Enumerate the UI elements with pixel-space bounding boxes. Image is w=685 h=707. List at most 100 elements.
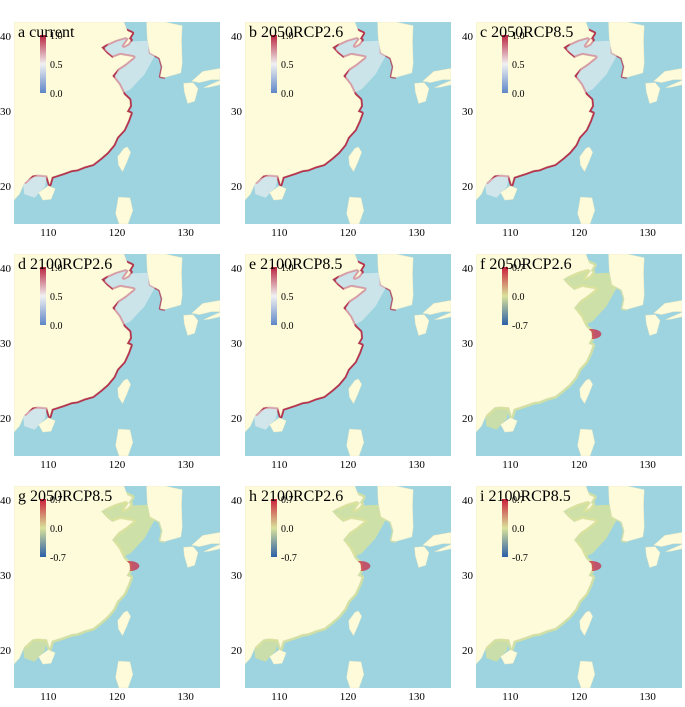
y-tick-label: 20 <box>0 412 11 425</box>
land-hainan <box>269 649 287 665</box>
y-tick-label: 40 <box>0 30 11 43</box>
colorbar-tick-label: 0.0 <box>281 89 294 100</box>
land-luzon <box>115 428 134 456</box>
y-tick-label: 30 <box>231 337 242 350</box>
colorbar <box>502 35 508 93</box>
gulf-patch <box>253 174 278 198</box>
yellow-sea-shelf <box>335 265 386 326</box>
map-svg: 0.7 0.0 -0.7 <box>476 254 682 456</box>
map-area: 1.0 0.5 0.0 <box>14 22 220 224</box>
colorbar <box>271 267 277 325</box>
yellow-sea-shelf <box>566 497 617 558</box>
colorbar-tick-label: 0.0 <box>281 524 294 535</box>
land-honshu <box>422 300 451 315</box>
panel-title: c 2050RCP8.5 <box>480 24 574 41</box>
colorbar-tick-label: 0.5 <box>512 60 525 71</box>
land-taiwan <box>579 378 593 405</box>
colorbar-tick-label: -0.7 <box>281 553 297 564</box>
panel-title: h 2100RCP2.6 <box>249 488 344 505</box>
gulf-patch <box>484 174 509 198</box>
colorbar-tick-label: 0.0 <box>512 292 525 303</box>
panel-title: i 2100RCP8.5 <box>480 488 571 505</box>
gulf-patch <box>484 638 509 662</box>
yellow-sea-shelf <box>335 33 386 94</box>
y-tick-label: 20 <box>462 644 473 657</box>
land-luzon <box>577 196 596 224</box>
land-kyushu <box>183 82 199 104</box>
map-area: 0.7 0.0 -0.7 <box>476 254 682 456</box>
map-panel-b: 1.0 0.5 0.0 b 2050RCP2.6 110 120 130 40 30 20 <box>231 22 454 243</box>
map-panel-e: 1.0 0.5 0.0 e 2100RCP8.5 110 120 130 40 30 20 <box>231 254 454 475</box>
y-tick-label: 30 <box>462 105 473 118</box>
x-tick-label: 110 <box>502 459 519 471</box>
panel-title: e 2100RCP8.5 <box>249 256 343 273</box>
x-tick-label: 110 <box>271 227 288 239</box>
land-shikoku <box>665 544 682 552</box>
x-tick-label: 130 <box>639 691 656 703</box>
y-tick-label: 30 <box>231 105 242 118</box>
colorbar-tick-label: -0.7 <box>50 553 66 564</box>
land-luzon <box>577 428 596 456</box>
land-shikoku <box>203 312 220 320</box>
y-tick-label: 30 <box>0 337 11 350</box>
yellow-sea-shelf <box>566 33 617 94</box>
gulf-patch <box>253 638 278 662</box>
map-svg: 1.0 0.5 0.0 <box>245 254 451 456</box>
gulf-patch <box>22 174 47 198</box>
land-honshu <box>422 532 451 547</box>
land-korea <box>146 486 183 542</box>
colorbar-tick-label: 0.0 <box>50 524 63 535</box>
land-hainan <box>38 649 56 665</box>
x-tick-label: 120 <box>339 459 357 471</box>
colorbar <box>40 35 46 93</box>
map-svg: 1.0 0.5 0.0 <box>245 22 451 224</box>
map-panel-i: 0.7 0.0 -0.7 i 2100RCP8.5 110 120 130 40 30 20 <box>462 486 685 707</box>
yellow-sea-shelf <box>104 497 155 558</box>
x-tick-label: 120 <box>108 459 126 471</box>
colorbar-tick-label: 0.7 <box>50 495 63 506</box>
x-tick-label: 130 <box>177 691 194 703</box>
land-honshu <box>422 68 451 83</box>
land-luzon <box>115 196 134 224</box>
y-tick-label: 40 <box>462 262 473 275</box>
yellow-sea-shelf <box>566 265 617 326</box>
land-hainan <box>500 649 518 665</box>
land-hainan <box>269 185 287 201</box>
x-tick-label: 110 <box>502 691 519 703</box>
colorbar-tick-label: 0.0 <box>512 89 525 100</box>
land-korea <box>608 486 645 542</box>
y-tick-label: 40 <box>462 30 473 43</box>
land-hainan <box>500 417 518 433</box>
land-taiwan <box>348 610 362 637</box>
map-svg: 1.0 0.5 0.0 <box>14 254 220 456</box>
land-taiwan <box>579 610 593 637</box>
land-kyushu <box>414 314 430 336</box>
x-tick-label: 130 <box>408 459 425 471</box>
land-taiwan <box>117 378 131 405</box>
colorbar <box>502 267 508 325</box>
colorbar-tick-label: 0.5 <box>50 292 63 303</box>
colorbar <box>40 267 46 325</box>
colorbar-tick-label: 1.0 <box>281 31 294 42</box>
land-kyushu <box>414 546 430 568</box>
gulf-patch <box>253 406 278 430</box>
yellow-sea-shelf <box>104 33 155 94</box>
map-area: 1.0 0.5 0.0 <box>245 254 451 456</box>
land-korea <box>146 254 183 310</box>
panel-title: f 2050RCP2.6 <box>480 256 572 273</box>
colorbar <box>40 499 46 557</box>
colorbar-tick-label: 0.5 <box>281 60 294 71</box>
yellow-sea-shelf <box>104 265 155 326</box>
x-tick-label: 110 <box>271 691 288 703</box>
x-tick-label: 130 <box>639 227 656 239</box>
colorbar-tick-label: 0.0 <box>512 524 525 535</box>
land-kyushu <box>183 314 199 336</box>
map-area: 1.0 0.5 0.0 <box>245 22 451 224</box>
land-honshu <box>191 300 220 315</box>
x-tick-label: 110 <box>40 459 57 471</box>
x-tick-label: 110 <box>40 691 57 703</box>
gulf-patch <box>484 406 509 430</box>
y-tick-label: 40 <box>0 494 11 507</box>
land-shikoku <box>203 544 220 552</box>
land-kyushu <box>645 82 661 104</box>
